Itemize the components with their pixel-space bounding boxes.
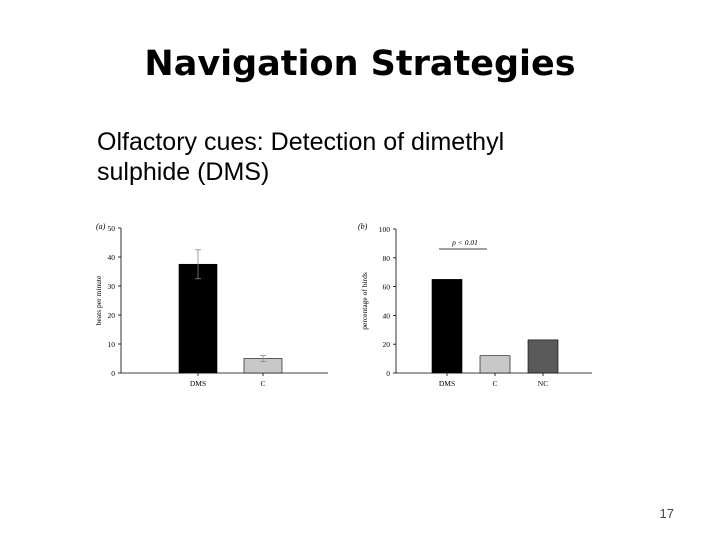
y-tick-label: 60 (383, 283, 391, 292)
page-number: 17 (659, 506, 674, 521)
y-tick-label: 20 (383, 340, 391, 349)
subtitle-line-2: sulphide (DMS) (97, 158, 270, 186)
y-tick-label: 50 (108, 224, 116, 233)
y-tick-label: 30 (108, 282, 116, 291)
y-tick-label: 0 (111, 369, 115, 378)
y-tick-label: 80 (383, 254, 391, 263)
x-tick-label: DMS (439, 379, 455, 388)
y-tick-label: 20 (108, 311, 116, 320)
slide-title: Navigation Strategies (144, 44, 576, 84)
y-tick-label: 0 (386, 369, 390, 378)
panel-label: (b) (358, 222, 368, 231)
x-tick-label: NC (538, 379, 548, 388)
significance-annotation: p < 0.01 (451, 238, 478, 247)
chart-a-beats-per-minute: (a) 0 10 20 30 40 50 beats per minute DMS C (94, 222, 328, 388)
bar-nc (527, 339, 559, 374)
y-tick-label: 10 (108, 340, 116, 349)
bar-c (479, 355, 511, 374)
x-tick-label: DMS (190, 379, 206, 388)
panel-label: (a) (96, 222, 106, 231)
subtitle-line-1: Olfactory cues: Detection of dimethyl (97, 128, 505, 156)
chart-b-percentage-of-birds: (b) 0 20 40 60 80 100 percentage of birds DMS C NC… (358, 222, 592, 388)
slide-subtitle: Olfactory cues: Detection of dimethyl su… (97, 127, 657, 187)
bar-dms (178, 263, 218, 374)
y-tick-label: 40 (383, 311, 391, 320)
y-tick-label: 40 (108, 253, 116, 262)
y-tick-label: 100 (379, 225, 391, 234)
y-axis-label: beats per minute (94, 275, 103, 325)
y-axis-label: percentage of birds (360, 272, 369, 330)
x-tick-label: C (260, 379, 265, 388)
x-tick-label: C (492, 379, 497, 388)
bar-dms (431, 279, 463, 374)
